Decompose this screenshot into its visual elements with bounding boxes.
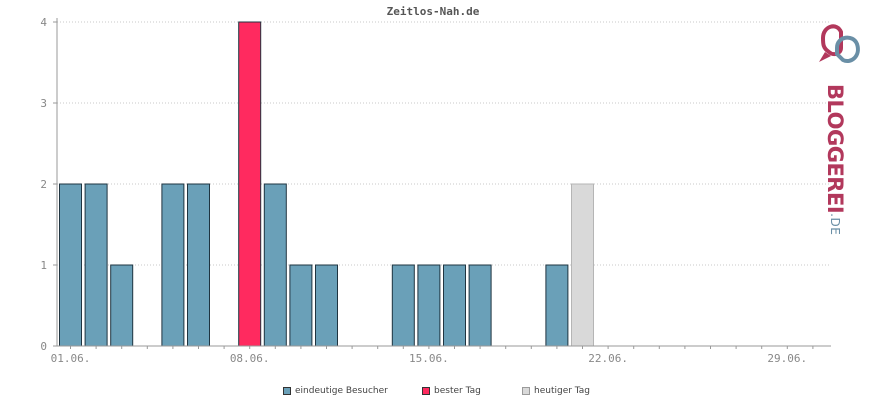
legend-item-today: heutiger Tag <box>522 386 590 396</box>
legend-item-visitors: eindeutige Besucher <box>283 386 388 396</box>
chart-title: Zeitlos-Nah.de <box>387 5 480 18</box>
bar-chart: Zeitlos-Nah.de 0 1 2 3 4 01.06. 08.06. 15.06. 2… <box>40 5 831 365</box>
y-tick-label: 4 <box>40 16 47 29</box>
y-tick-label: 2 <box>40 178 47 191</box>
bar-today <box>571 183 594 347</box>
y-tick-label: 0 <box>40 340 47 353</box>
legend-label: eindeutige Besucher <box>295 386 388 396</box>
legend-label: heutiger Tag <box>534 386 591 396</box>
bar-visitors <box>443 264 466 347</box>
bar-series <box>59 21 594 347</box>
bar-visitors <box>545 264 569 347</box>
legend-swatch <box>283 387 291 395</box>
bar-best <box>238 21 262 347</box>
legend-label: bester Tag <box>434 386 481 396</box>
bar-visitors <box>110 264 134 347</box>
y-tick-label: 1 <box>40 259 47 272</box>
legend: eindeutige Besucher bester Tag heutiger Ta… <box>0 386 870 400</box>
x-tick-label: 22.06. <box>588 352 628 365</box>
x-axis-ticks: 01.06. 08.06. 15.06. 22.06. 29.06. <box>51 346 814 365</box>
axes <box>56 18 831 347</box>
logo-tld: .DE <box>828 213 842 236</box>
bloggerei-logo-icon <box>819 24 860 63</box>
bar-visitors <box>315 264 338 347</box>
bloggerei-logo-text: BLOGGEREI.DE <box>823 84 847 236</box>
bar-visitors <box>59 183 82 347</box>
x-tick-label: 01.06. <box>51 352 91 365</box>
bar-visitors <box>84 183 108 347</box>
y-axis-ticks: 0 1 2 3 4 <box>40 16 57 353</box>
x-tick-label: 08.06. <box>230 352 270 365</box>
x-tick-label: 29.06. <box>767 352 807 365</box>
bar-visitors <box>417 264 441 347</box>
bar-visitors <box>468 264 492 347</box>
bar-visitors <box>391 264 415 347</box>
bar-visitors <box>263 183 287 347</box>
bar-visitors <box>187 183 210 347</box>
bloggerei-logo: BLOGGEREI.DE <box>812 18 868 235</box>
x-tick-label: 15.06. <box>409 352 449 365</box>
legend-swatch <box>522 387 530 395</box>
bar-visitors <box>289 264 313 347</box>
legend-swatch <box>422 387 430 395</box>
y-tick-label: 3 <box>40 97 47 110</box>
bar-visitors <box>161 183 185 347</box>
legend-item-best: bester Tag <box>422 386 481 396</box>
logo-brand: BLOGGEREI <box>823 84 847 214</box>
